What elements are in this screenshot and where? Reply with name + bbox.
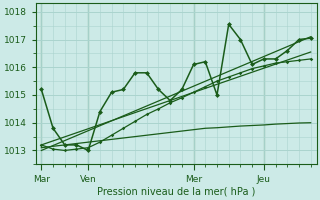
X-axis label: Pression niveau de la mer( hPa ): Pression niveau de la mer( hPa ) (97, 187, 255, 197)
